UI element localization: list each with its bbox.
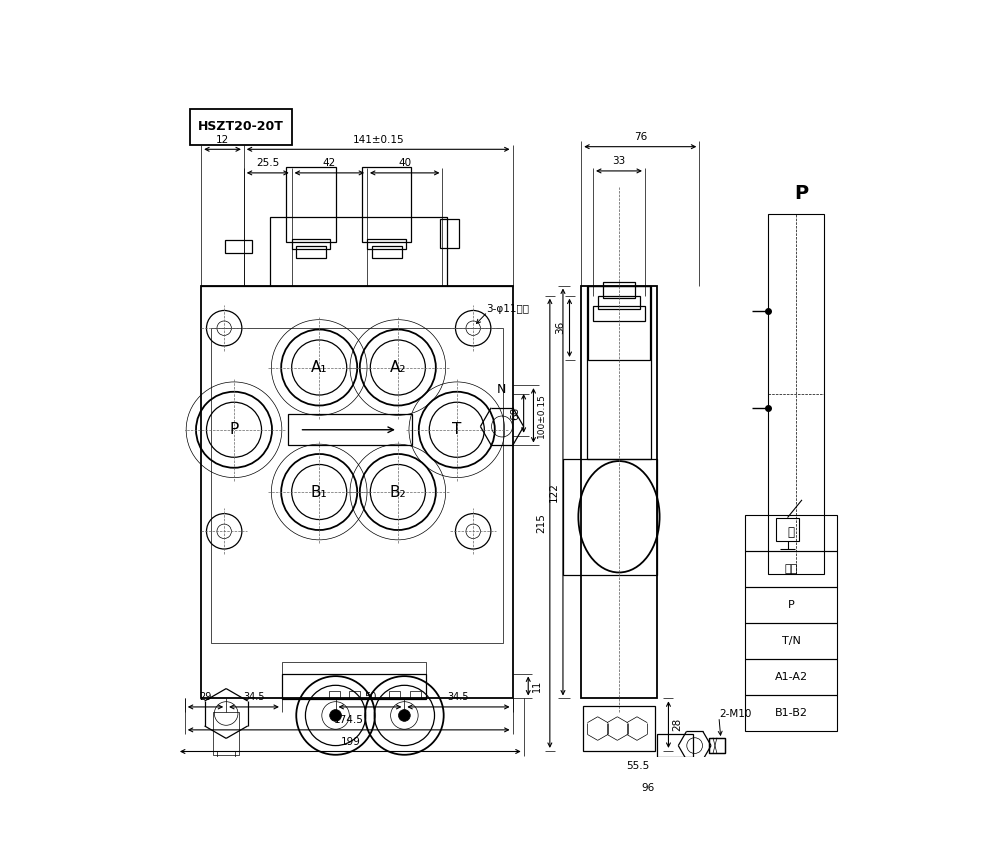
Bar bbox=[657, 734, 693, 757]
Bar bbox=[190, 109, 292, 145]
Text: B1-B2: B1-B2 bbox=[774, 708, 807, 718]
Bar bbox=[563, 459, 657, 574]
Bar bbox=[587, 286, 651, 459]
Bar bbox=[440, 219, 459, 248]
Text: 阀: 阀 bbox=[787, 527, 794, 540]
Text: 接口: 接口 bbox=[784, 564, 798, 574]
Bar bbox=[367, 239, 406, 248]
Bar bbox=[217, 751, 235, 766]
Bar bbox=[745, 659, 837, 695]
Bar bbox=[211, 328, 503, 643]
Bar bbox=[329, 690, 340, 699]
Bar bbox=[709, 738, 725, 753]
Text: 68: 68 bbox=[510, 407, 520, 420]
Text: A1-A2: A1-A2 bbox=[774, 672, 808, 683]
Bar bbox=[362, 167, 411, 243]
Bar bbox=[288, 414, 412, 445]
Text: 36: 36 bbox=[556, 321, 566, 334]
Bar bbox=[286, 167, 336, 243]
Text: 2-M10: 2-M10 bbox=[719, 709, 751, 719]
Circle shape bbox=[398, 710, 410, 722]
Text: 28: 28 bbox=[672, 718, 682, 731]
Bar bbox=[581, 286, 657, 699]
Text: T: T bbox=[452, 422, 461, 437]
Text: P: P bbox=[229, 422, 239, 437]
Bar bbox=[768, 214, 824, 574]
Text: A₂: A₂ bbox=[390, 360, 406, 375]
Bar bbox=[349, 690, 360, 699]
Bar bbox=[588, 286, 650, 360]
Bar bbox=[270, 217, 447, 286]
Text: 100±0.15: 100±0.15 bbox=[537, 393, 546, 437]
Text: 96: 96 bbox=[642, 783, 655, 793]
Text: T/N: T/N bbox=[782, 636, 800, 646]
Text: 50: 50 bbox=[364, 693, 376, 702]
Text: A₁: A₁ bbox=[311, 360, 327, 375]
Text: 12: 12 bbox=[216, 134, 229, 145]
Bar bbox=[282, 674, 426, 699]
Bar bbox=[372, 246, 402, 258]
Bar bbox=[389, 690, 400, 699]
Bar bbox=[225, 240, 252, 253]
Text: N: N bbox=[497, 383, 506, 397]
Bar bbox=[745, 695, 837, 731]
Bar bbox=[201, 286, 512, 699]
Text: 76: 76 bbox=[634, 132, 647, 142]
Bar bbox=[282, 662, 426, 699]
Text: 29: 29 bbox=[199, 693, 212, 702]
Bar bbox=[213, 712, 239, 755]
Text: P: P bbox=[794, 185, 808, 203]
Text: 215: 215 bbox=[536, 513, 546, 534]
Bar bbox=[583, 706, 655, 751]
Bar bbox=[296, 246, 326, 258]
Bar bbox=[598, 295, 640, 309]
Bar bbox=[745, 515, 837, 551]
Bar bbox=[745, 551, 837, 587]
Text: 25.5: 25.5 bbox=[256, 158, 279, 168]
Text: B₂: B₂ bbox=[390, 484, 406, 500]
Text: 141±0.15: 141±0.15 bbox=[352, 134, 404, 145]
Circle shape bbox=[330, 710, 341, 722]
Text: 40: 40 bbox=[398, 158, 411, 168]
Text: 174.5: 174.5 bbox=[334, 716, 364, 725]
Text: 34.5: 34.5 bbox=[243, 693, 265, 702]
Text: 34.5: 34.5 bbox=[448, 693, 469, 702]
Text: 42: 42 bbox=[323, 158, 336, 168]
Text: 11: 11 bbox=[532, 680, 542, 692]
Bar bbox=[745, 623, 837, 660]
Text: 199: 199 bbox=[340, 737, 360, 747]
Text: 33: 33 bbox=[612, 157, 626, 166]
Text: B₁: B₁ bbox=[311, 484, 328, 500]
Text: HSZT20-20T: HSZT20-20T bbox=[198, 120, 284, 133]
Bar bbox=[292, 239, 330, 248]
Bar bbox=[776, 517, 799, 541]
Bar bbox=[593, 306, 645, 321]
Bar bbox=[603, 282, 635, 299]
Text: 122: 122 bbox=[549, 482, 559, 502]
Bar bbox=[709, 738, 725, 753]
Text: 55.5: 55.5 bbox=[626, 761, 650, 771]
Bar bbox=[410, 690, 421, 699]
Text: P: P bbox=[788, 600, 794, 610]
Text: 3-φ11通孔: 3-φ11通孔 bbox=[486, 304, 529, 313]
Bar bbox=[745, 587, 837, 623]
